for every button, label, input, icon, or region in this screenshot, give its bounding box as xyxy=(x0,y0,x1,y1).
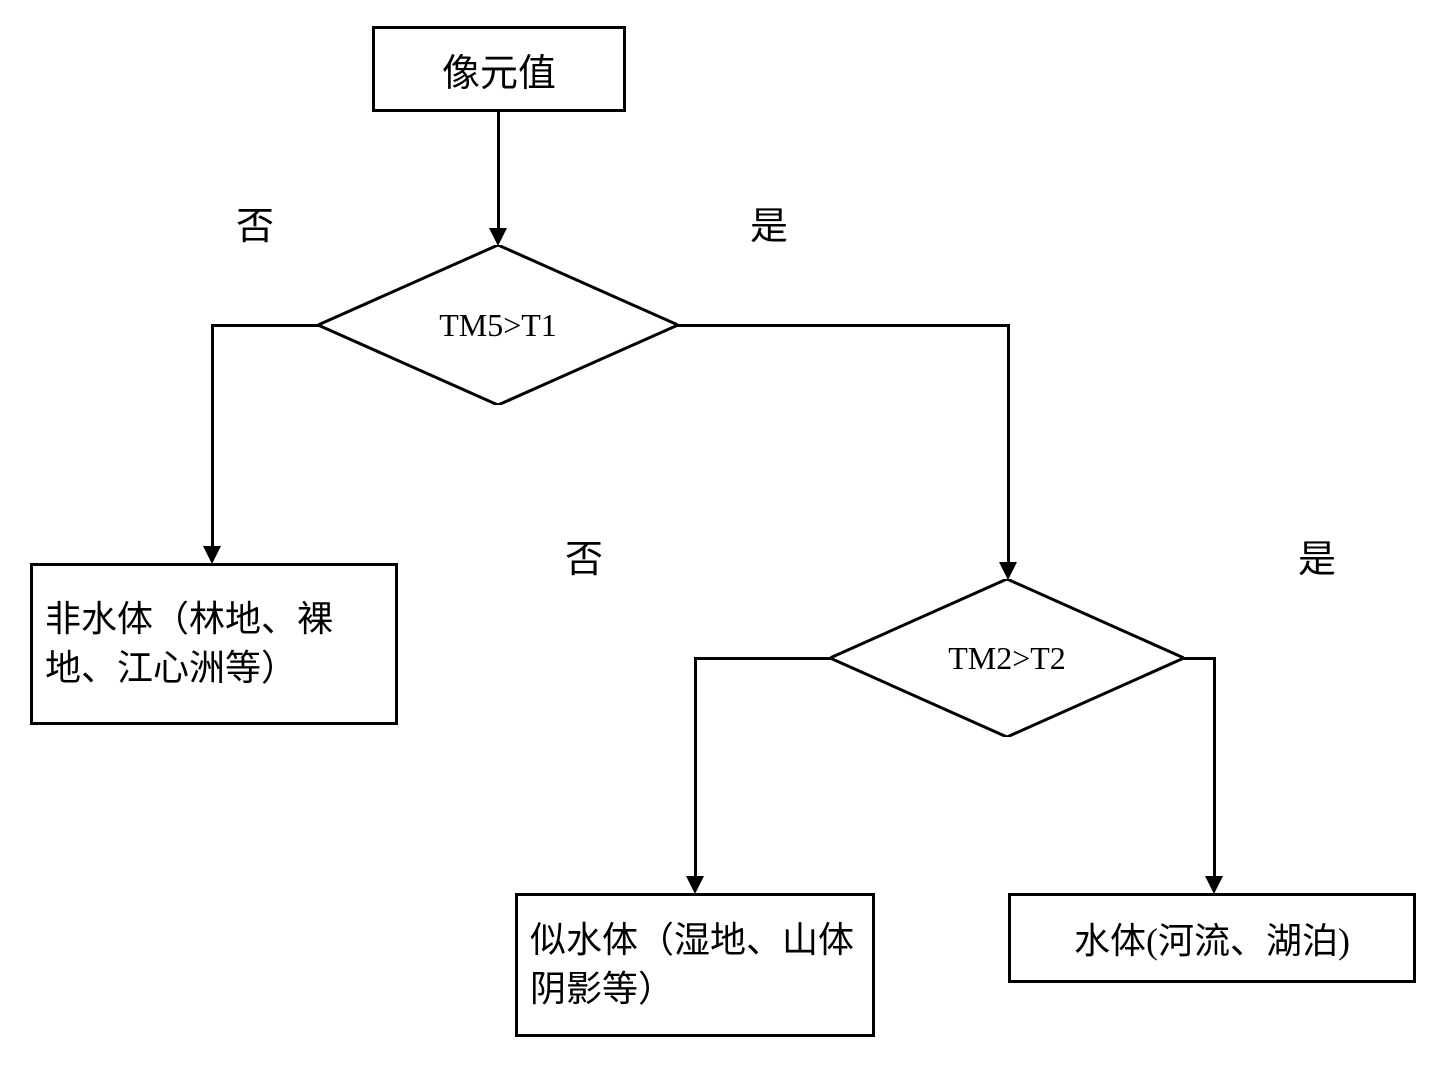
node-decision2-label: TM2>T2 xyxy=(948,640,1066,677)
arrowhead-d1-nonwater xyxy=(203,546,221,564)
node-water-label: 水体(河流、湖泊) xyxy=(1074,912,1350,964)
node-quasiwater-label: 似水体（湿地、山体阴影等） xyxy=(530,916,860,1013)
edge-d2-water-h xyxy=(1182,657,1216,660)
edge-d1-nonwater-h xyxy=(212,324,320,327)
arrowhead-d1-d2 xyxy=(999,562,1017,580)
node-water: 水体(河流、湖泊) xyxy=(1008,893,1416,983)
node-start-label: 像元值 xyxy=(442,42,556,97)
node-start: 像元值 xyxy=(372,26,626,112)
node-decision1: TM5>T1 xyxy=(318,245,678,405)
arrowhead-d2-quasi xyxy=(686,876,704,894)
node-nonwater-label: 非水体（林地、裸地、江心洲等） xyxy=(45,595,383,692)
arrowhead-d2-water xyxy=(1205,876,1223,894)
edge-d2-quasi-h xyxy=(695,657,832,660)
edge-start-decision1 xyxy=(497,112,500,230)
node-decision1-label: TM5>T1 xyxy=(439,307,557,344)
edge-label-no-2: 否 xyxy=(565,528,603,583)
edge-d1-d2-v xyxy=(1007,324,1010,564)
edge-d2-water-v xyxy=(1213,657,1216,878)
edge-d1-d2-h xyxy=(676,324,1009,327)
edge-d1-nonwater-v xyxy=(211,324,214,548)
node-nonwater: 非水体（林地、裸地、江心洲等） xyxy=(30,563,398,725)
edge-label-yes-1: 是 xyxy=(750,195,788,250)
edge-label-no-1: 否 xyxy=(236,195,274,250)
node-quasiwater: 似水体（湿地、山体阴影等） xyxy=(515,893,875,1037)
arrowhead-start-decision1 xyxy=(489,228,507,246)
edge-label-yes-2: 是 xyxy=(1298,528,1336,583)
edge-d2-quasi-v xyxy=(694,657,697,878)
node-decision2: TM2>T2 xyxy=(830,579,1184,737)
